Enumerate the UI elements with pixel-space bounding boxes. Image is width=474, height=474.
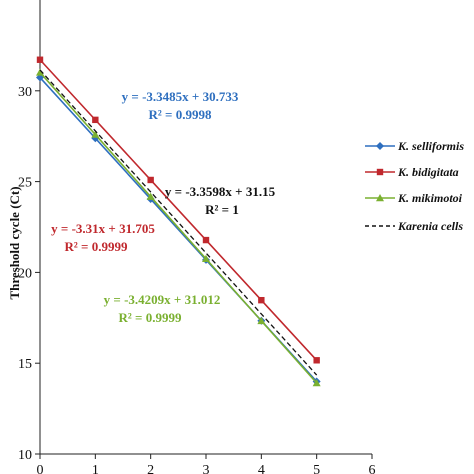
data-point-k-bidigitata <box>258 296 265 304</box>
equation-label-bidigitata: y = -3.31x + 31.705 <box>51 221 155 236</box>
legend-label-karenia-cells: Karenia cells <box>397 219 463 233</box>
series-line-karenia-cells <box>39 69 318 376</box>
legend-marker-k-mikimotoi <box>376 194 384 202</box>
series-line-k-mikimotoi <box>39 71 318 384</box>
x-tick-label: 6 <box>369 463 376 474</box>
data-point-k-mikimotoi <box>36 68 44 76</box>
x-tick-label: 5 <box>313 463 320 474</box>
x-tick-label: 4 <box>258 463 265 474</box>
x-tick-label: 1 <box>92 463 99 474</box>
y-tick-label: 15 <box>18 357 32 372</box>
legend-label-k-mikimotoi: K. mikimotoi <box>397 191 463 205</box>
legend-marker-k-selliformis <box>376 142 384 150</box>
legend-label-k-bidigitata: K. bidigitata <box>397 165 459 179</box>
y-tick-label: 20 <box>18 266 32 281</box>
y-tick-label: 30 <box>18 85 32 100</box>
legend-marker-k-bidigitata <box>376 168 384 176</box>
legend-label-k-selliformis: K. selliformis <box>397 139 464 153</box>
r2-label-karenia-cells: R² = 1 <box>205 202 239 217</box>
data-point-k-mikimotoi <box>202 254 210 262</box>
y-tick-label: 10 <box>18 448 32 463</box>
equation-label-selliformis: y = -3.3485x + 30.733 <box>122 89 239 104</box>
series-line-k-bidigitata <box>39 59 318 361</box>
data-point-k-mikimotoi <box>312 378 321 387</box>
y-axis-label: Threshold cycle (Ct) <box>7 186 22 299</box>
data-point-k-bidigitata <box>202 236 210 244</box>
y-tick-label: 25 <box>18 176 32 191</box>
equation-label-mikimotoi: y = -3.4209x + 31.012 <box>104 292 221 307</box>
data-point-k-bidigitata <box>147 176 154 184</box>
data-point-k-bidigitata <box>36 56 44 63</box>
r2-label-bidigitata: R² = 0.9999 <box>65 239 128 254</box>
x-tick-label: 2 <box>147 463 154 474</box>
x-tick-label: 3 <box>203 463 210 474</box>
x-tick-label: 0 <box>37 463 44 474</box>
data-point-k-mikimotoi <box>146 192 155 200</box>
data-point-k-mikimotoi <box>257 316 266 325</box>
equation-label-karenia-cells: y = -3.3598x + 31.15 <box>165 184 276 199</box>
data-point-k-bidigitata <box>313 357 320 364</box>
r2-label-mikimotoi: R² = 0.9999 <box>119 310 182 325</box>
r2-label-selliformis: R² = 0.9998 <box>149 107 212 122</box>
data-point-k-bidigitata <box>92 116 99 124</box>
data-point-k-mikimotoi <box>91 130 100 138</box>
